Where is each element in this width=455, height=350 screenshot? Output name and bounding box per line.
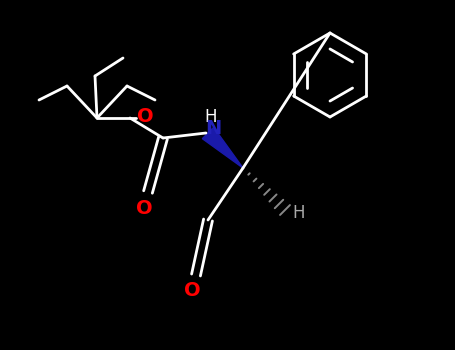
Text: O: O [136,106,153,126]
Text: O: O [136,198,152,217]
Text: N: N [205,119,221,139]
Text: O: O [184,281,200,301]
Text: H: H [293,204,305,222]
Text: H: H [205,108,217,126]
Polygon shape [202,127,243,168]
